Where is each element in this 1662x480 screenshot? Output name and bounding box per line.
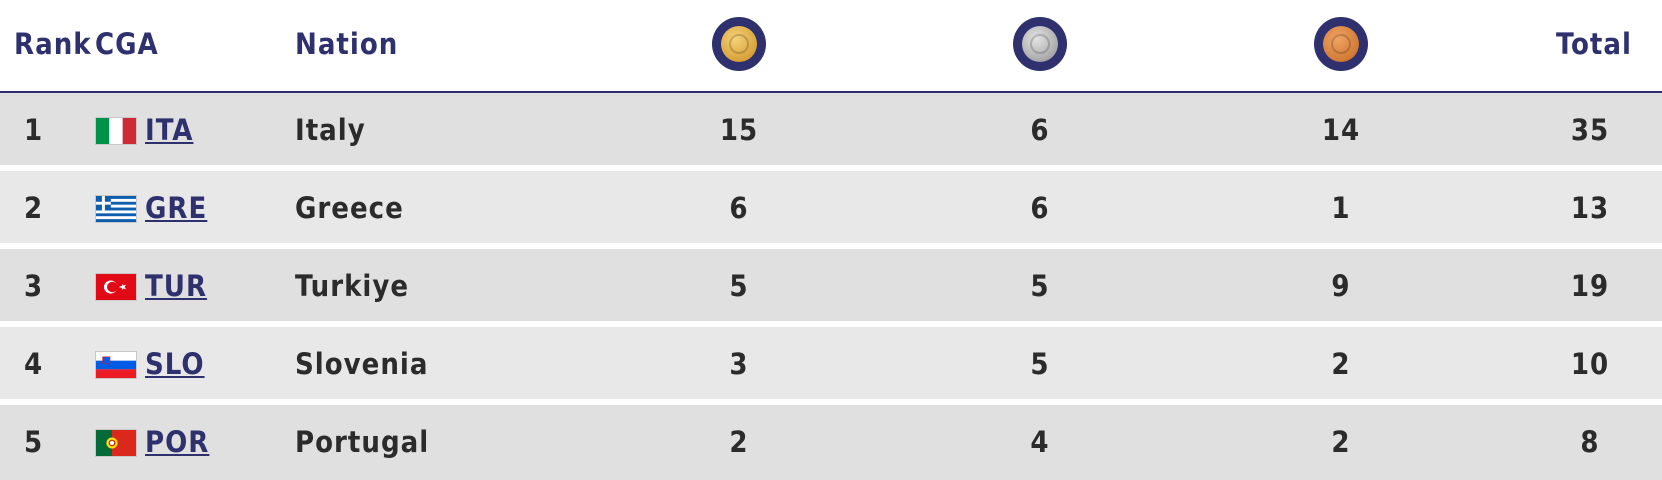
rank-cell: 4 [24,347,44,381]
silver-count-cell: 6 [1030,191,1050,225]
gold-count-cell: 5 [729,269,749,303]
nation-cell: Italy [295,113,366,147]
total-count-cell: 35 [1570,113,1610,147]
nation-column-header: Nation [295,27,399,61]
bronze-count-cell: 2 [1331,425,1351,459]
total-column-header: Total [1556,27,1632,61]
slovenia-flag-icon [95,351,137,379]
cga-link[interactable]: SLO [145,347,205,381]
silver-count-cell: 5 [1030,347,1050,381]
portugal-flag-icon [95,429,137,457]
table-row: 1 ITA Italy 15 6 14 35 [0,93,1662,168]
table-header-row: Rank CGA Nation Total [0,0,1662,93]
gold-medal-icon [712,17,766,71]
total-count-cell: 10 [1570,347,1610,381]
turkey-flag-icon [95,273,137,301]
greece-flag-icon [95,195,137,223]
rank-cell: 2 [24,191,44,225]
nation-cell: Greece [295,191,404,225]
table-row: 4 SLO Slovenia 3 5 2 10 [0,327,1662,402]
bronze-count-cell: 9 [1331,269,1351,303]
total-count-cell: 19 [1570,269,1610,303]
table-row: 5 POR Portugal 2 4 2 8 [0,405,1662,480]
bronze-count-cell: 14 [1321,113,1361,147]
bronze-medal-icon [1314,17,1368,71]
gold-count-cell: 3 [729,347,749,381]
cga-link[interactable]: ITA [145,113,194,147]
cga-link[interactable]: TUR [145,269,208,303]
nation-cell: Turkiye [295,269,410,303]
bronze-count-cell: 2 [1331,347,1351,381]
nation-cell: Portugal [295,425,430,459]
table-row: 3 TUR Turkiye 5 5 9 19 [0,249,1662,324]
silver-count-cell: 4 [1030,425,1050,459]
rank-cell: 1 [24,113,44,147]
bronze-count-cell: 1 [1331,191,1351,225]
table-row: 2 GRE Greece 6 6 1 13 [0,171,1662,246]
gold-count-cell: 15 [719,113,759,147]
total-count-cell: 13 [1570,191,1610,225]
nation-cell: Slovenia [295,347,429,381]
cga-link[interactable]: GRE [145,191,208,225]
silver-medal-icon [1013,17,1067,71]
silver-count-cell: 5 [1030,269,1050,303]
rank-column-header: Rank [14,27,92,61]
rank-cell: 5 [24,425,44,459]
cga-column-header: CGA [95,27,159,61]
cga-link[interactable]: POR [145,425,210,459]
gold-count-cell: 2 [729,425,749,459]
total-count-cell: 8 [1580,425,1600,459]
italy-flag-icon [95,117,137,145]
rank-cell: 3 [24,269,44,303]
gold-count-cell: 6 [729,191,749,225]
silver-count-cell: 6 [1030,113,1050,147]
